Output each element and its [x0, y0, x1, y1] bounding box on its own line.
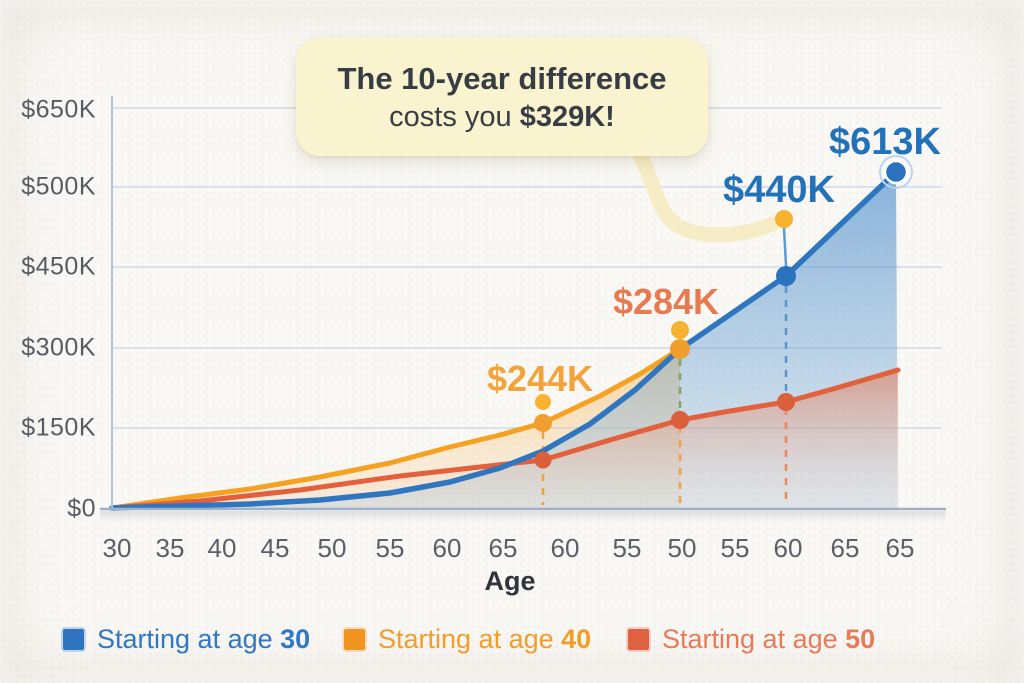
x-tick: 35: [155, 533, 185, 563]
line-age40: [109, 346, 683, 511]
x-tick: 55: [612, 533, 642, 563]
x-tick: 45: [260, 533, 290, 563]
callout-tail: [630, 142, 780, 243]
x-tick: 55: [375, 533, 405, 563]
x-tick: 60: [550, 533, 580, 563]
y-tick-450k: $450K: [21, 252, 96, 281]
y-tick-0: $0: [67, 494, 96, 523]
x-tick: 60: [773, 533, 803, 563]
value-label-440k: $440K: [723, 169, 835, 211]
callout-line2-amount: $329K!: [519, 100, 615, 133]
callout-line2: costs you $329K!: [389, 101, 615, 134]
reference-lines: [541, 286, 788, 505]
legend-swatch-blue: [63, 629, 84, 650]
legend-label-value: 30: [280, 624, 311, 654]
line-age50: [109, 367, 901, 511]
x-tick: 50: [317, 533, 347, 563]
value-label-284k: $284K: [612, 281, 720, 322]
legend-item-age-30: Starting at age 30: [63, 624, 310, 655]
legend-label: Starting at age 30: [97, 624, 310, 655]
legend-label-value: 40: [561, 624, 592, 654]
x-tick: 65: [830, 533, 860, 563]
callout-line2-prefix: costs you: [389, 100, 520, 133]
y-tick-650k: $650K: [21, 95, 96, 124]
callout-bubble: The 10-year difference costs you $329K!: [296, 38, 708, 156]
callout-line1: The 10-year difference: [337, 60, 667, 96]
legend-label-value: 50: [845, 624, 876, 654]
value-label-244k: $244K: [486, 358, 594, 399]
x-tick: 65: [885, 533, 915, 563]
data-point-markers: [534, 155, 913, 469]
x-tick: 40: [207, 533, 237, 563]
y-tick-300k: $300K: [21, 333, 96, 362]
x-tick: 30: [102, 533, 132, 563]
legend-item-age-40: Starting at age 40: [344, 624, 591, 655]
axis-shadow: [100, 511, 946, 521]
legend-item-age-50: Starting at age 50: [628, 624, 875, 655]
legend-label-prefix: Starting at age: [662, 624, 846, 654]
legend: Starting at age 30 Starting at age 40 St…: [0, 624, 1024, 664]
marker-connector: [782, 227, 788, 267]
x-tick: 65: [488, 533, 518, 563]
legend-swatch-orange: [344, 629, 365, 650]
value-label-613k: $613K: [829, 121, 941, 163]
y-tick-150k: $150K: [21, 413, 96, 442]
x-tick: 55: [720, 533, 750, 563]
y-tick-500k: $500K: [21, 172, 96, 201]
area-age50: [112, 370, 898, 509]
legend-label-prefix: Starting at age: [97, 624, 281, 654]
legend-label: Starting at age 50: [662, 624, 875, 655]
legend-label-prefix: Starting at age: [378, 624, 562, 654]
x-tick: 60: [432, 533, 462, 563]
x-tick: 50: [667, 533, 697, 563]
legend-swatch-red: [628, 629, 649, 650]
legend-label: Starting at age 40: [378, 624, 591, 655]
x-axis-title: Age: [484, 566, 536, 596]
